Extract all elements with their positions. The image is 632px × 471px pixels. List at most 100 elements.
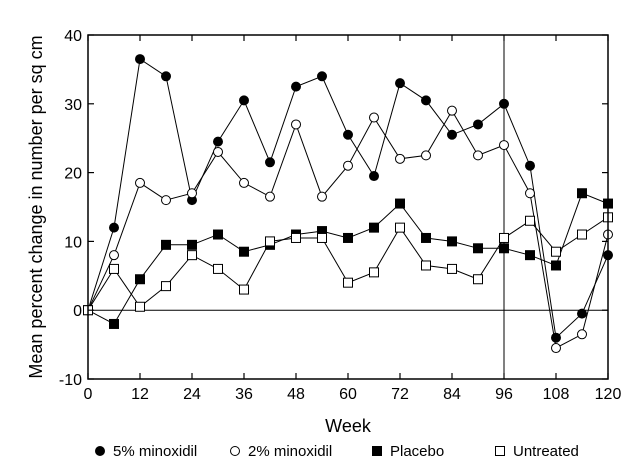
data-point-2pct-minoxidil bbox=[239, 177, 249, 188]
data-point-2pct-minoxidil bbox=[525, 188, 535, 199]
data-point-untreated bbox=[499, 232, 509, 243]
data-point-5pct-minoxidil bbox=[447, 129, 457, 140]
data-point-5pct-minoxidil bbox=[161, 71, 171, 82]
data-point-placebo bbox=[213, 229, 223, 240]
y-tick-label: 30 bbox=[64, 97, 82, 114]
data-point-5pct-minoxidil bbox=[213, 136, 223, 147]
data-point-untreated bbox=[291, 232, 301, 243]
series-line-2pct-minoxidil bbox=[87, 109, 609, 349]
data-point-placebo bbox=[187, 239, 197, 250]
data-point-2pct-minoxidil bbox=[421, 150, 431, 161]
data-point-5pct-minoxidil bbox=[291, 81, 301, 92]
series-layer bbox=[83, 54, 613, 354]
data-point-placebo bbox=[239, 246, 249, 257]
data-point-placebo bbox=[343, 232, 353, 243]
x-axis-title: Week bbox=[325, 416, 372, 436]
data-point-untreated bbox=[369, 267, 379, 278]
data-point-untreated bbox=[317, 232, 327, 243]
data-point-5pct-minoxidil bbox=[525, 160, 535, 171]
data-point-5pct-minoxidil bbox=[317, 71, 327, 82]
y-axis-title: Mean percent change in number per sq cm bbox=[26, 35, 46, 378]
legend-marker-5pct-minoxidil bbox=[95, 446, 105, 456]
x-tick-label: 96 bbox=[495, 386, 513, 403]
x-tick-label: 72 bbox=[391, 386, 409, 403]
x-tick-label: 36 bbox=[235, 386, 253, 403]
data-point-2pct-minoxidil bbox=[317, 191, 327, 202]
data-point-placebo bbox=[135, 274, 145, 285]
series-markers bbox=[83, 54, 613, 354]
data-point-placebo bbox=[421, 232, 431, 243]
legend-marker-untreated bbox=[495, 446, 505, 456]
data-point-2pct-minoxidil bbox=[291, 119, 301, 130]
data-point-untreated bbox=[187, 250, 197, 261]
data-point-untreated bbox=[343, 277, 353, 288]
data-point-2pct-minoxidil bbox=[499, 140, 509, 151]
data-point-placebo bbox=[551, 260, 561, 271]
data-point-placebo bbox=[447, 236, 457, 247]
data-point-untreated bbox=[239, 284, 249, 295]
data-point-placebo bbox=[499, 243, 509, 254]
x-tick-label: 120 bbox=[595, 386, 622, 403]
data-point-placebo bbox=[473, 243, 483, 254]
data-point-untreated bbox=[421, 260, 431, 271]
data-point-2pct-minoxidil bbox=[109, 250, 119, 261]
data-point-2pct-minoxidil bbox=[473, 150, 483, 161]
y-tick-label: 40 bbox=[64, 28, 82, 45]
data-point-untreated bbox=[265, 236, 275, 247]
data-point-5pct-minoxidil bbox=[343, 129, 353, 140]
x-tick-label: 0 bbox=[84, 386, 93, 403]
data-point-2pct-minoxidil bbox=[265, 191, 275, 202]
data-point-5pct-minoxidil bbox=[109, 222, 119, 233]
data-point-untreated bbox=[395, 222, 405, 233]
data-point-placebo bbox=[525, 250, 535, 261]
legend: 5% minoxidil 2% minoxidil Placebo Untreated bbox=[95, 443, 579, 460]
data-point-5pct-minoxidil bbox=[499, 98, 509, 109]
data-point-untreated bbox=[473, 274, 483, 285]
data-point-5pct-minoxidil bbox=[395, 78, 405, 89]
series-line-untreated bbox=[87, 216, 609, 311]
data-point-placebo bbox=[395, 198, 405, 209]
data-point-untreated bbox=[447, 263, 457, 274]
data-point-5pct-minoxidil bbox=[473, 119, 483, 130]
data-point-2pct-minoxidil bbox=[161, 195, 171, 206]
data-point-untreated bbox=[109, 263, 119, 274]
data-point-2pct-minoxidil bbox=[135, 177, 145, 188]
x-tick-label: 84 bbox=[443, 386, 461, 403]
data-point-untreated bbox=[551, 246, 561, 257]
data-point-2pct-minoxidil bbox=[187, 188, 197, 199]
data-point-2pct-minoxidil bbox=[343, 160, 353, 171]
data-point-5pct-minoxidil bbox=[369, 171, 379, 182]
legend-marker-placebo bbox=[372, 446, 382, 456]
data-point-placebo bbox=[161, 239, 171, 250]
data-point-placebo bbox=[577, 188, 587, 199]
data-point-2pct-minoxidil bbox=[369, 112, 379, 123]
data-point-5pct-minoxidil bbox=[239, 95, 249, 106]
x-tick-label: 108 bbox=[543, 386, 570, 403]
legend-marker-2pct-minoxidil bbox=[230, 446, 240, 456]
legend-label-5pct-minoxidil: 5% minoxidil bbox=[113, 443, 197, 460]
data-point-5pct-minoxidil bbox=[421, 95, 431, 106]
data-point-5pct-minoxidil bbox=[135, 54, 145, 65]
data-point-untreated bbox=[161, 281, 171, 292]
data-point-placebo bbox=[109, 318, 119, 329]
data-point-5pct-minoxidil bbox=[551, 332, 561, 343]
legend-label-placebo: Placebo bbox=[390, 443, 444, 460]
data-point-2pct-minoxidil bbox=[577, 329, 587, 340]
axis-ticks bbox=[87, 34, 609, 380]
data-point-untreated bbox=[135, 301, 145, 312]
reference-lines bbox=[88, 35, 608, 379]
data-point-5pct-minoxidil bbox=[577, 308, 587, 319]
plot-frame bbox=[87, 34, 609, 380]
data-point-2pct-minoxidil bbox=[447, 105, 457, 116]
legend-label-2pct-minoxidil: 2% minoxidil bbox=[248, 443, 332, 460]
data-point-2pct-minoxidil bbox=[395, 153, 405, 164]
x-tick-label: 24 bbox=[183, 386, 201, 403]
data-point-placebo bbox=[369, 222, 379, 233]
legend-label-untreated: Untreated bbox=[513, 443, 579, 460]
x-tick-label: 12 bbox=[131, 386, 149, 403]
x-tick-label: 48 bbox=[287, 386, 305, 403]
x-tick-label: 60 bbox=[339, 386, 357, 403]
data-point-2pct-minoxidil bbox=[213, 146, 223, 157]
